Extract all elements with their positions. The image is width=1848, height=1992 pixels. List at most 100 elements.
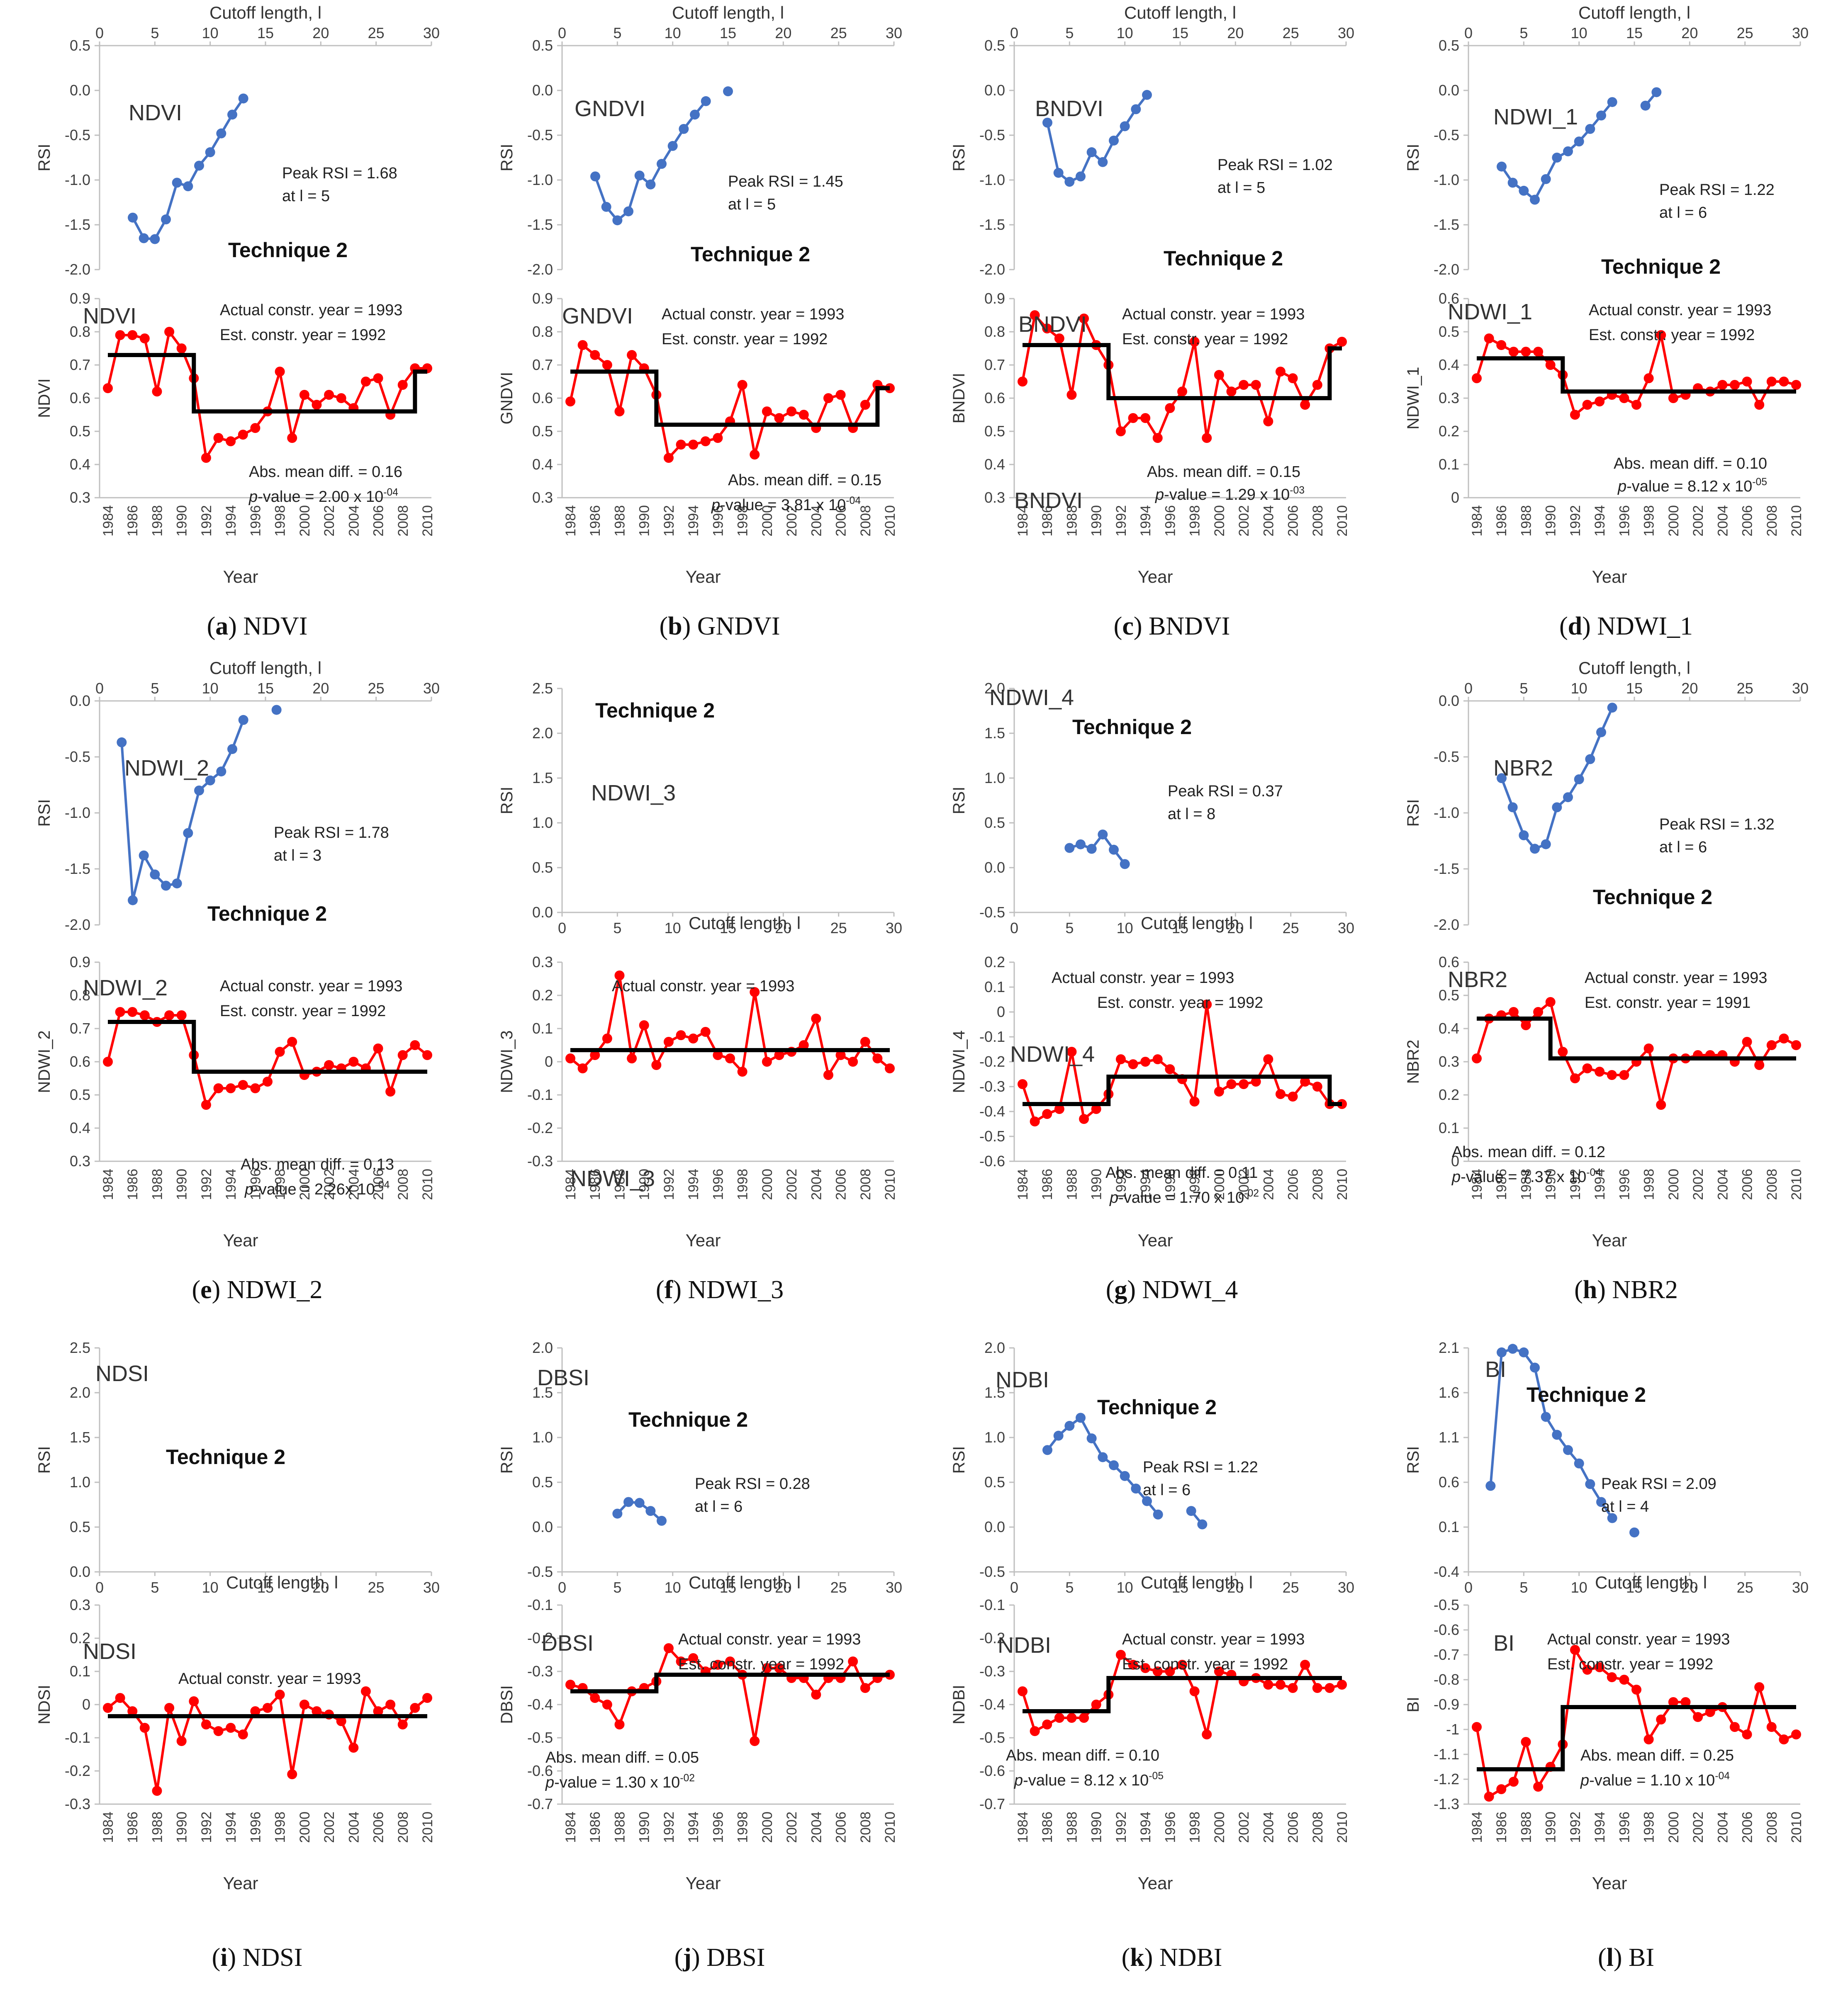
rsi-point (1541, 839, 1551, 849)
abs-mean-diff: Abs. mean diff. = 0.05 (545, 1749, 699, 1766)
index-y-tick-label: 0.8 (984, 323, 1005, 340)
rsi-plot-i: 0.0 0.5 1.0 1.5 2.0 2.5 0 5 10 15 20 25 30 RSI Cutoff … (35, 1339, 440, 1596)
index-x-tick-label: 1996 (710, 1812, 726, 1843)
index-point (725, 1656, 735, 1666)
index-x-axis-title: Year (1138, 567, 1173, 586)
index-x-tick-label: 1990 (1543, 1812, 1559, 1843)
rsi-x-tick-label: 20 (312, 1579, 329, 1596)
actual-constr-year: Actual constr. year = 1993 (1547, 1631, 1730, 1648)
panel-c: (c) BNDVI (1114, 612, 1230, 640)
step-fit-line (1477, 1705, 1796, 1771)
rsi-point (216, 128, 226, 139)
index-point (1042, 1720, 1052, 1729)
index-y-tick-label: 0.2 (1439, 1086, 1459, 1103)
index-point (176, 1736, 187, 1746)
index-x-tick-label: 1988 (612, 505, 628, 537)
rsi-point (1098, 1452, 1108, 1462)
index-point (1484, 1792, 1494, 1802)
rsi-x-tick-label: 10 (665, 1579, 681, 1596)
index-x-tick-label: 1992 (1113, 1812, 1129, 1843)
index-y-tick-label: 0.3 (70, 1596, 90, 1613)
rsi-series-line (1046, 1416, 1159, 1515)
rsi-x-tick-label: 25 (830, 24, 847, 41)
rsi-point (1098, 829, 1108, 840)
index-point (373, 1043, 383, 1053)
index-point (1189, 1686, 1200, 1696)
index-x-tick-label: 2000 (760, 1169, 775, 1200)
index-point (602, 360, 612, 370)
index-point (774, 1050, 784, 1060)
rsi-point (150, 234, 160, 244)
index-x-tick-label: 1988 (149, 505, 165, 537)
rsi-y-axis-title: RSI (35, 144, 54, 172)
index-x-tick-label: 2000 (1212, 505, 1227, 537)
index-y-tick-label: 0.2 (1439, 423, 1459, 440)
rsi-point (1574, 1458, 1584, 1469)
rsi-point (161, 214, 171, 225)
index-point (1079, 1713, 1089, 1723)
rsi-y-tick-label: 1.0 (70, 1474, 90, 1491)
rsi-y-tick-label: 0.0 (984, 1518, 1005, 1535)
index-point (1643, 1043, 1654, 1053)
est-constr-year: Est. constr. year = 1992 (220, 1002, 386, 1020)
index-x-tick-label: 2010 (1789, 1169, 1804, 1200)
index-x-tick-label: 1998 (735, 1812, 751, 1843)
index-x-tick-label: 1984 (100, 1812, 116, 1843)
index-x-tick-label: 1990 (1089, 1169, 1105, 1200)
index-y-tick-label: 0.5 (1439, 323, 1459, 340)
peak-rsi-label: Peak RSI = 1.22 (1143, 1459, 1258, 1476)
index-point (1754, 400, 1765, 410)
rsi-y-tick-label: -2.0 (1434, 261, 1459, 278)
index-x-tick-label: 2004 (1261, 1812, 1276, 1843)
step-fit-line (108, 1020, 427, 1074)
index-point (1545, 997, 1556, 1007)
rsi-point (1053, 1430, 1064, 1441)
rsi-x-tick-label: 30 (1792, 1579, 1809, 1596)
index-point (762, 1663, 772, 1673)
index-x-axis-title: Year (223, 567, 258, 586)
index-x-tick-label: 1996 (1617, 505, 1632, 537)
rsi-y-tick-label: 1.0 (984, 1429, 1005, 1446)
index-x-tick-label: 1990 (637, 1169, 653, 1200)
index-point (1521, 1737, 1531, 1747)
rsi-point (194, 786, 204, 795)
rsi-y-tick-label: 0.5 (1439, 37, 1459, 54)
rsi-y-axis-title: RSI (950, 144, 968, 172)
index-point (1754, 1060, 1765, 1070)
index-point (1582, 1665, 1592, 1675)
index-y-tick-label: 0.3 (984, 489, 1005, 506)
rsi-point (1519, 1347, 1529, 1357)
index-point (139, 1010, 150, 1020)
technique-label: Technique 2 (1164, 247, 1283, 270)
rsi-point (1530, 1362, 1540, 1373)
rsi-x-tick-label: 10 (1117, 919, 1133, 936)
index-x-tick-label: 2006 (371, 1812, 387, 1843)
rsi-y-tick-label: 0.5 (70, 37, 90, 54)
index-point (324, 390, 334, 400)
index-x-tick-label: 1992 (661, 1169, 677, 1200)
index-y-tick-label: -0.3 (527, 1663, 553, 1680)
est-constr-year: Est. constr. year = 1991 (1585, 994, 1751, 1012)
index-point (1054, 1104, 1064, 1114)
technique-label: Technique 2 (1593, 885, 1712, 909)
index-x-tick-label: 2002 (784, 1812, 800, 1843)
index-x-tick-label: 1990 (637, 1812, 653, 1843)
index-x-tick-label: 1998 (1641, 505, 1657, 537)
index-x-tick-label: 2000 (1666, 1812, 1682, 1843)
index-x-tick-label: 2008 (858, 1169, 874, 1200)
rsi-y-tick-label: 0.5 (70, 1518, 90, 1535)
index-x-tick-label: 2008 (1764, 1169, 1780, 1200)
peak-at-label: at l = 5 (1217, 179, 1265, 197)
index-y-tick-label: -0.1 (979, 1596, 1005, 1613)
index-x-tick-label: 1990 (174, 505, 190, 537)
index-point (164, 327, 175, 337)
p-value: p-value = 8.12 x 10-05 (1617, 477, 1767, 495)
index-x-tick-label: 1984 (100, 1169, 116, 1200)
rsi-plot-j: -0.5 0.0 0.5 1.0 1.5 2.0 0 5 10 15 20 25 30 RSI Cutoff… (498, 1339, 902, 1596)
rsi-x-tick-label: 30 (1338, 1579, 1354, 1596)
rsi-x-tick-label: 25 (1737, 680, 1753, 697)
rsi-point (623, 1497, 633, 1507)
index-point (1472, 1722, 1482, 1732)
rsi-point (590, 171, 600, 182)
index-x-tick-label: 2008 (1764, 505, 1780, 537)
